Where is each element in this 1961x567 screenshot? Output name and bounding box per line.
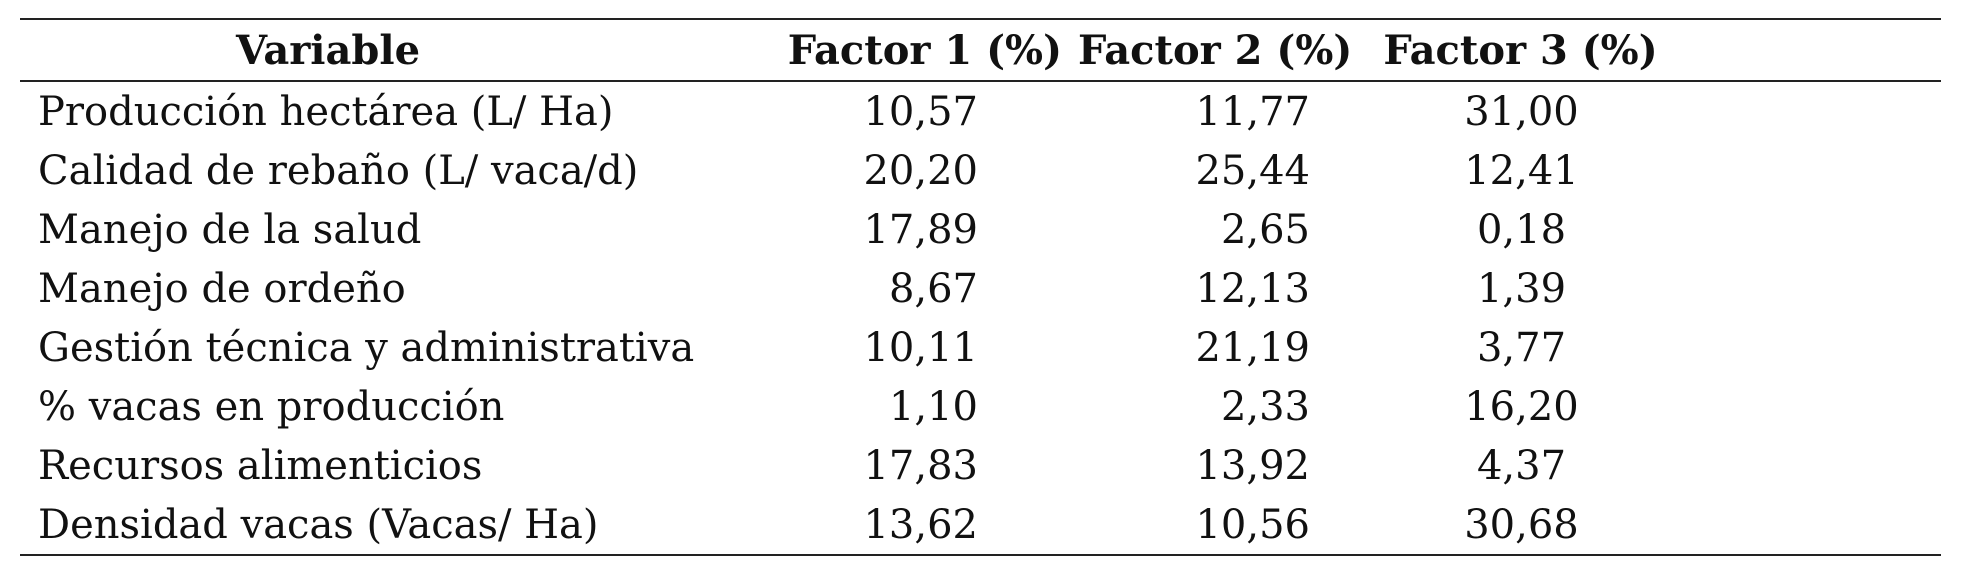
- cell-factor-2: 11,77: [1195, 88, 1310, 135]
- cell-factor-2: 25,44: [1195, 147, 1310, 194]
- cell-variable: Recursos alimenticios: [38, 442, 483, 489]
- table-row: Gestión técnica y administrativa 10,11 2…: [20, 318, 1941, 377]
- cell-variable: Manejo de la salud: [38, 206, 422, 253]
- header-factor-1: Factor 1 (%): [787, 26, 1062, 74]
- cell-factor-3: 3,77: [1476, 324, 1567, 371]
- cell-factor-1: 13,62: [863, 501, 978, 548]
- table-body: Producción hectárea (L/ Ha) 10,57 11,77 …: [20, 81, 1941, 555]
- cell-variable: Densidad vacas (Vacas/ Ha): [38, 501, 599, 548]
- cell-factor-1: 20,20: [863, 147, 978, 194]
- table-row: Densidad vacas (Vacas/ Ha) 13,62 10,56 3…: [20, 495, 1941, 555]
- table-row: Producción hectárea (L/ Ha) 10,57 11,77 …: [20, 81, 1941, 141]
- cell-factor-3: 1,39: [1476, 265, 1567, 312]
- cell-factor-1: 10,11: [863, 324, 978, 371]
- cell-factor-1: 17,89: [863, 206, 978, 253]
- table-row: Recursos alimenticios 17,83 13,92 4,37: [20, 436, 1941, 495]
- cell-factor-3: 12,41: [1464, 147, 1579, 194]
- header-factor-3: Factor 3 (%): [1383, 26, 1658, 74]
- factor-table-container: Variable Factor 1 (%) Factor 2 (%) Facto…: [20, 18, 1941, 556]
- cell-factor-1: 1,10: [888, 383, 978, 430]
- cell-factor-3: 4,37: [1476, 442, 1567, 489]
- cell-factor-3: 31,00: [1464, 88, 1579, 135]
- table-row: Manejo de la salud 17,89 2,65 0,18: [20, 200, 1941, 259]
- cell-factor-2: 21,19: [1195, 324, 1310, 371]
- cell-variable: % vacas en producción: [38, 383, 505, 430]
- cell-factor-1: 10,57: [863, 88, 978, 135]
- cell-factor-1: 17,83: [863, 442, 978, 489]
- cell-variable: Gestión técnica y administrativa: [38, 324, 695, 371]
- cell-factor-2: 2,65: [1220, 206, 1310, 253]
- factor-table: Variable Factor 1 (%) Factor 2 (%) Facto…: [20, 18, 1941, 556]
- cell-variable: Manejo de ordeño: [38, 265, 406, 312]
- header-row: Variable Factor 1 (%) Factor 2 (%) Facto…: [20, 19, 1941, 81]
- header-variable: Variable: [235, 26, 421, 74]
- cell-factor-2: 10,56: [1195, 501, 1310, 548]
- cell-variable: Calidad de rebaño (L/ vaca/d): [38, 147, 639, 194]
- cell-factor-1: 8,67: [888, 265, 978, 312]
- cell-factor-3: 30,68: [1464, 501, 1579, 548]
- cell-factor-3: 16,20: [1464, 383, 1579, 430]
- cell-factor-3: 0,18: [1476, 206, 1567, 253]
- table-header: Variable Factor 1 (%) Factor 2 (%) Facto…: [20, 19, 1941, 81]
- table-row: % vacas en producción 1,10 2,33 16,20: [20, 377, 1941, 436]
- cell-factor-2: 13,92: [1195, 442, 1310, 489]
- table-row: Manejo de ordeño 8,67 12,13 1,39: [20, 259, 1941, 318]
- header-factor-2: Factor 2 (%): [1078, 26, 1353, 74]
- cell-factor-2: 2,33: [1220, 383, 1310, 430]
- cell-factor-2: 12,13: [1195, 265, 1310, 312]
- table-row: Calidad de rebaño (L/ vaca/d) 20,20 25,4…: [20, 141, 1941, 200]
- cell-variable: Producción hectárea (L/ Ha): [38, 88, 614, 135]
